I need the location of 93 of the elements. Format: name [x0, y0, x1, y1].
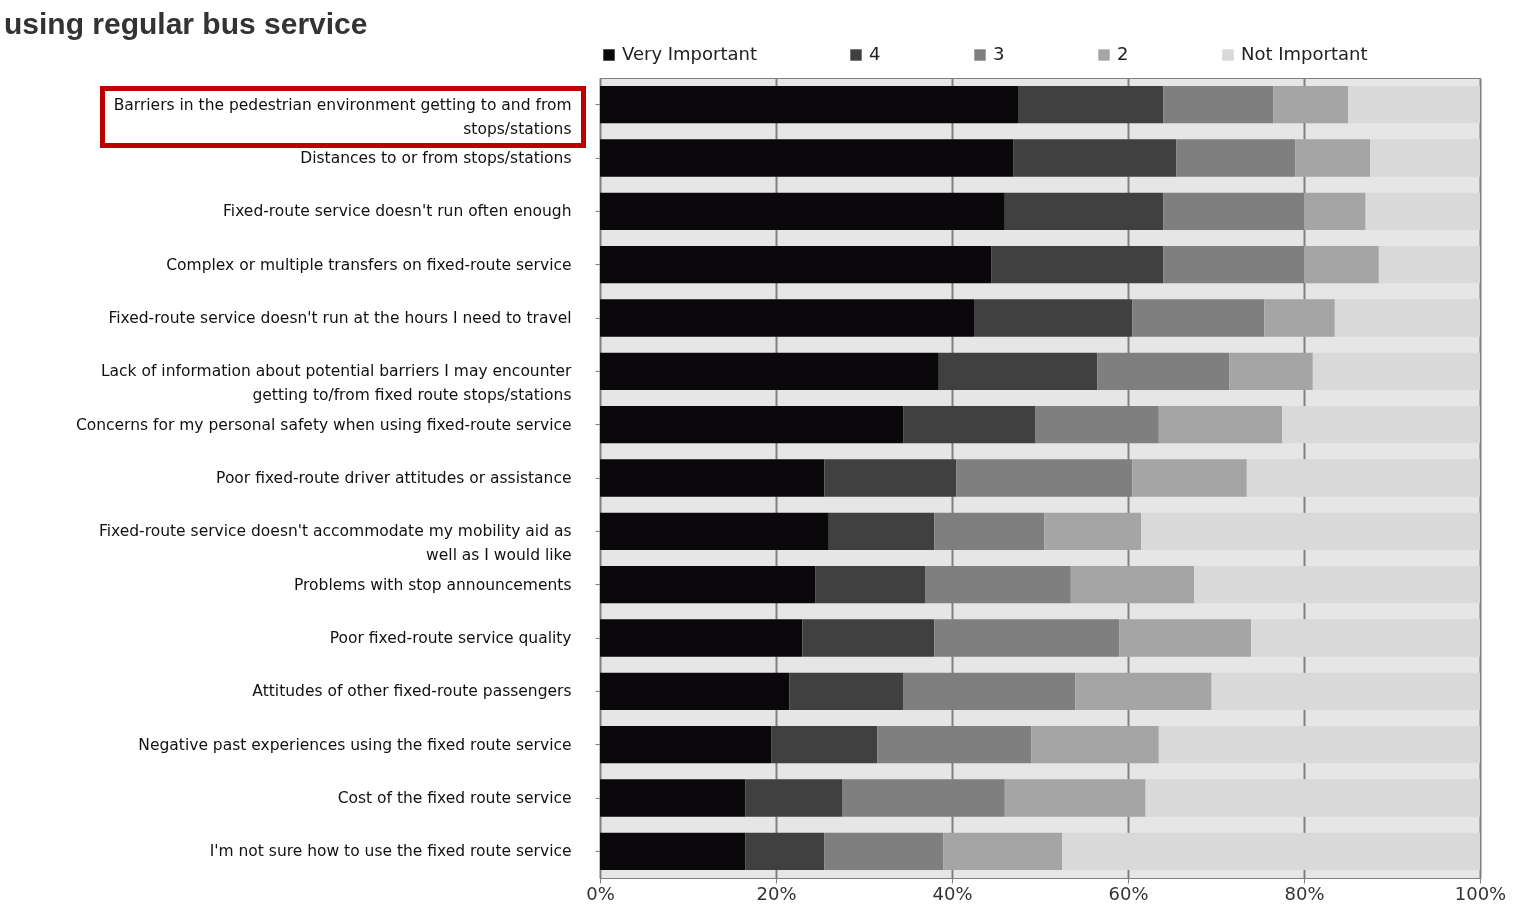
bar — [600, 139, 1014, 177]
bar — [600, 672, 790, 710]
bar — [600, 246, 992, 284]
bar — [1031, 726, 1159, 764]
bar — [745, 832, 825, 870]
bar — [771, 726, 878, 764]
bar — [828, 512, 935, 550]
bar — [1194, 566, 1480, 604]
bar — [1158, 406, 1282, 444]
y-tick-label: Poor fixed-route service quality — [329, 629, 572, 647]
bar — [1004, 192, 1164, 230]
legend-label: Not Important — [1241, 43, 1368, 64]
y-tick-label: Problems with stop announcements — [293, 575, 572, 594]
bar — [600, 779, 746, 817]
bar — [1176, 139, 1296, 177]
y-tick-label: Fixed-route service doesn't run often enough — [223, 202, 572, 221]
bar — [600, 566, 816, 604]
bar — [1141, 512, 1480, 550]
bar — [745, 779, 842, 817]
bar — [991, 246, 1164, 284]
y-tick-label: Barriers in the pedestrian environment getting to and from stops/stations — [113, 95, 572, 138]
bar — [802, 619, 935, 657]
y-tick-label: Negative past experiences using the fixed route service — [138, 735, 572, 754]
bar — [1132, 299, 1265, 337]
legend-label: Very Important — [622, 43, 757, 64]
bar — [600, 406, 904, 444]
bar — [1264, 299, 1335, 337]
bar — [600, 352, 939, 390]
x-tick-label: 0% — [586, 882, 615, 904]
bar — [1378, 246, 1480, 284]
bar — [1158, 726, 1480, 764]
bar — [815, 566, 926, 604]
bar — [600, 726, 772, 764]
bar — [1013, 139, 1177, 177]
bar — [1365, 192, 1480, 230]
bar — [1312, 352, 1480, 390]
bar — [600, 619, 803, 657]
bar — [943, 832, 1062, 870]
bar — [1282, 406, 1480, 444]
bar — [1119, 619, 1252, 657]
bar — [1070, 566, 1194, 604]
bar — [1163, 192, 1304, 230]
y-tick-label: Attitudes of other fixed-route passengers — [252, 682, 572, 701]
text: using regular bus service — [4, 7, 368, 40]
bar — [1062, 832, 1480, 870]
bar — [1348, 86, 1480, 124]
bar — [600, 192, 1005, 230]
bar — [1251, 619, 1480, 657]
y-tick-label: Complex or multiple transfers on fixed-route service — [166, 255, 572, 274]
bar — [1304, 192, 1366, 230]
y-tick-label: Fixed-route service doesn't run at the hours I need to travel — [108, 309, 572, 327]
y-tick-label: Lack of information about potential barriers I may encounter getting to/from fixed route stops/stations — [100, 362, 573, 405]
bar — [1145, 779, 1480, 817]
bar — [1273, 86, 1348, 124]
bar — [824, 832, 944, 870]
x-tick-label: 80% — [1284, 882, 1325, 904]
bar — [1132, 459, 1247, 497]
bar — [824, 459, 957, 497]
bar — [600, 459, 825, 497]
bar — [600, 832, 746, 870]
bar — [1163, 86, 1274, 124]
bar — [1018, 86, 1164, 124]
bar — [600, 86, 1018, 124]
x-tick-label: 40% — [932, 882, 973, 904]
bar — [1163, 246, 1304, 284]
y-tick-label: Concerns for my personal safety when using fixed-route service — [75, 415, 572, 434]
bar — [903, 406, 1036, 444]
y-tick-label: Cost of the fixed route service — [337, 789, 572, 807]
bar — [1370, 139, 1480, 177]
legend-label: 3 — [993, 43, 1005, 64]
y-tick-label: I'm not sure how to use the fixed route service — [209, 842, 572, 861]
legend-label: 2 — [1117, 43, 1129, 64]
legend-label: 4 — [869, 43, 881, 64]
y-tick-label: Distances to or from stops/stations — [300, 149, 572, 167]
bar — [1004, 779, 1146, 817]
bar — [1304, 246, 1379, 284]
bar — [1229, 352, 1313, 390]
x-tick-label: 60% — [1108, 882, 1149, 904]
bar — [1246, 459, 1480, 497]
bar — [1334, 299, 1480, 337]
bar — [1211, 672, 1480, 710]
bar — [789, 672, 904, 710]
bar — [1075, 672, 1212, 710]
bar — [974, 299, 1133, 337]
x-tick-label: 100% — [1454, 882, 1507, 904]
bar — [1295, 139, 1370, 177]
x-tick-label: 20% — [756, 882, 797, 904]
bar — [600, 512, 829, 550]
bar — [600, 299, 974, 337]
y-tick-label: Fixed-route service doesn't accommodate my mobility aid as well as I would like — [98, 522, 572, 565]
y-tick-label: Poor fixed-route driver attitudes or assistance — [216, 469, 572, 487]
bar — [1044, 512, 1142, 550]
bar — [938, 352, 1098, 390]
